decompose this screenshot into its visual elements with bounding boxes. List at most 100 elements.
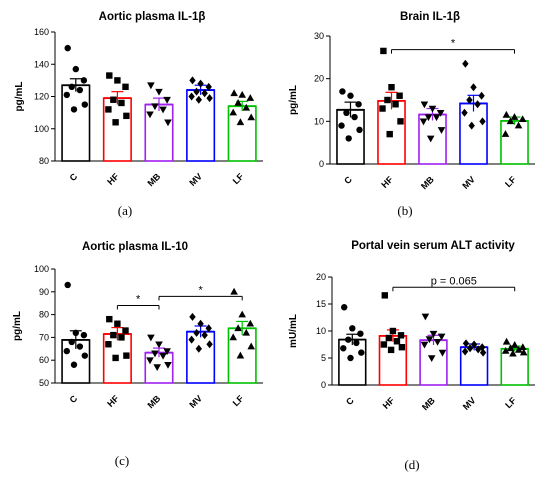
data-point xyxy=(189,312,196,321)
data-point xyxy=(351,113,358,121)
data-point xyxy=(122,327,129,334)
significance-label: * xyxy=(136,293,141,305)
data-point xyxy=(72,329,80,337)
data-point xyxy=(164,119,172,127)
chart-title: Portal vein serum ALT activity xyxy=(351,240,515,252)
data-point xyxy=(397,118,404,125)
data-point xyxy=(246,94,255,101)
data-point xyxy=(427,355,436,362)
x-tick-label: MV xyxy=(187,393,204,410)
chart-panel-1: Aortic plasma IL-1β pg/mL 80 100 120 140 160 C H… xyxy=(14,11,263,218)
data-point xyxy=(242,103,251,111)
data-point xyxy=(159,352,167,360)
x-tick-label: C xyxy=(344,395,356,407)
data-point xyxy=(438,349,447,357)
data-point xyxy=(355,101,362,108)
x-tick-label: LF xyxy=(503,395,518,410)
data-point xyxy=(105,341,112,348)
data-point xyxy=(380,341,388,348)
data-point xyxy=(384,96,391,104)
data-point xyxy=(76,86,84,94)
x-tick-label: HF xyxy=(105,393,121,409)
data-point xyxy=(155,88,163,96)
panel-label: (c) xyxy=(115,453,129,468)
significance-label: p = 0.065 xyxy=(431,275,477,287)
data-point xyxy=(238,90,246,98)
chart-panel-3: Aortic plasma IL-10 pg/mL 50 60 70 80 90 100 C HF… xyxy=(12,241,263,468)
x-tick-label: HF xyxy=(379,174,395,190)
y-tick-label: 30 xyxy=(314,31,324,41)
data-point xyxy=(506,117,515,125)
y-axis-label: mU/mL xyxy=(288,314,299,348)
data-point xyxy=(345,135,352,142)
data-point xyxy=(80,331,88,339)
data-point xyxy=(155,341,163,349)
data-point xyxy=(151,103,159,111)
data-point xyxy=(421,313,430,321)
significance-label: * xyxy=(198,284,203,296)
y-tick-label: 0 xyxy=(319,159,324,169)
data-point xyxy=(189,76,196,85)
data-point xyxy=(205,82,212,91)
data-point xyxy=(234,98,242,106)
y-tick-label: 5 xyxy=(321,353,326,363)
x-tick-label: MV xyxy=(187,171,204,188)
data-point xyxy=(193,87,200,96)
y-tick-label: 80 xyxy=(39,156,49,166)
x-tick-label: LF xyxy=(231,393,246,408)
y-tick-label: 0 xyxy=(321,380,326,390)
x-tick-label: HF xyxy=(105,171,121,187)
data-point xyxy=(466,344,474,353)
data-point xyxy=(230,287,238,295)
data-point xyxy=(437,127,446,134)
data-point xyxy=(72,65,80,73)
data-point xyxy=(436,110,445,117)
data-point xyxy=(420,101,429,109)
data-point xyxy=(159,106,167,114)
data-point xyxy=(236,118,245,126)
data-point xyxy=(112,354,119,362)
data-point xyxy=(392,101,399,108)
y-tick-label: 80 xyxy=(39,310,49,320)
data-point xyxy=(146,357,154,365)
chart-title: Aortic plasma IL-10 xyxy=(82,241,188,253)
x-tick-label: MB xyxy=(145,171,162,188)
data-point xyxy=(470,83,477,92)
data-point xyxy=(110,96,117,103)
data-point xyxy=(468,121,475,130)
data-point xyxy=(123,352,130,359)
data-point xyxy=(64,281,71,289)
data-point xyxy=(397,332,405,339)
data-point xyxy=(164,361,172,369)
data-point xyxy=(349,325,356,332)
data-point xyxy=(461,108,468,117)
data-point xyxy=(81,101,89,108)
data-point xyxy=(234,324,242,332)
x-tick-label: C xyxy=(68,171,80,183)
data-point xyxy=(197,319,204,328)
panel-label: (b) xyxy=(397,203,412,218)
data-point xyxy=(433,339,442,346)
x-tick-label: MB xyxy=(419,174,436,191)
data-point xyxy=(470,340,478,349)
data-point xyxy=(195,95,202,104)
data-point xyxy=(81,352,89,359)
data-point xyxy=(381,292,388,299)
bar-lf xyxy=(500,120,529,165)
data-point xyxy=(147,334,155,342)
data-point xyxy=(238,310,246,318)
x-tick-label: MV xyxy=(461,395,478,412)
data-point xyxy=(63,347,70,355)
data-point xyxy=(105,106,112,113)
data-point xyxy=(247,342,255,350)
data-point xyxy=(428,105,437,113)
data-point xyxy=(501,130,510,137)
data-point xyxy=(510,113,519,120)
data-point xyxy=(426,135,435,143)
chart-panel-2: Brain IL-1β pg/mL 0 10 20 30 C HF MB MV LF * (b) xyxy=(288,11,535,218)
data-point xyxy=(387,346,395,354)
data-point xyxy=(345,336,352,343)
data-point xyxy=(462,59,469,68)
data-point xyxy=(230,89,238,97)
